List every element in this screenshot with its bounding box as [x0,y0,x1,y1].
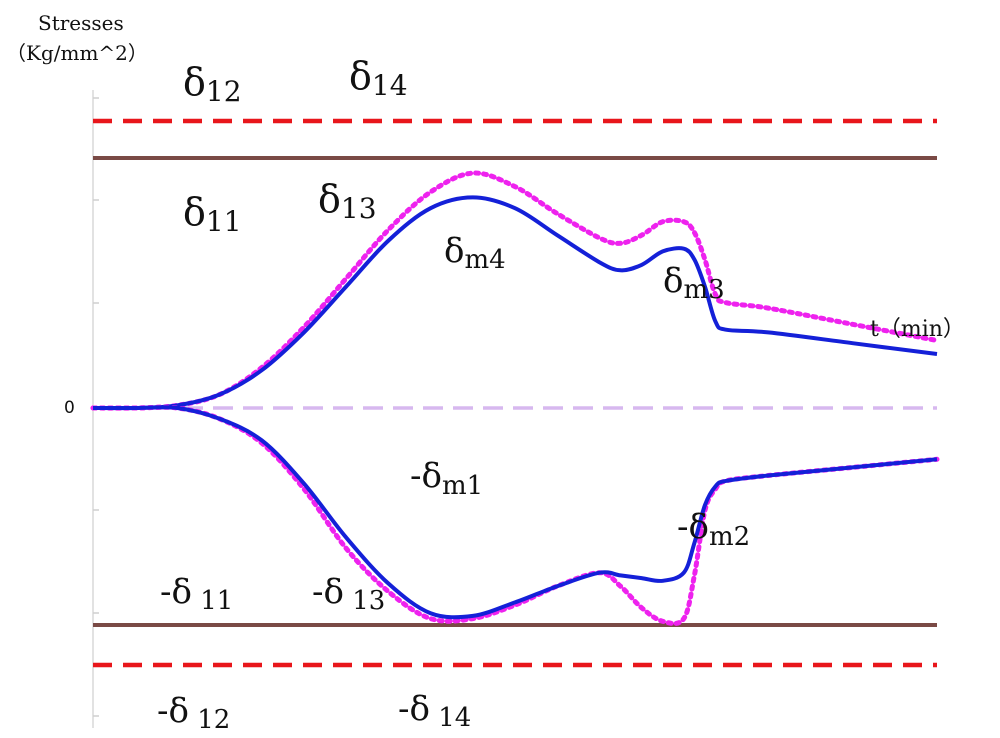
annotation-delta11: δ11 [183,190,242,238]
y-tick-label-zero: 0 [64,398,75,418]
annotation-neg-delta-m2: -δm2 [677,507,750,552]
annotation-neg-delta12: -δ 12 [157,691,230,735]
annotation-delta14: δ14 [349,54,408,102]
series-line-blue-lower [93,405,938,620]
annotation-delta12: δ12 [183,60,242,108]
series-line-magenta-upper [90,170,940,411]
annotation-neg-delta-m1: -δm1 [410,456,483,501]
y-axis-ticks [93,97,99,717]
annotation-delta-m3: δm3 [663,261,725,305]
annotation-neg-delta13: -δ 13 [312,572,385,616]
series-line-blue-upper [92,195,938,411]
annotation-neg-delta14: -δ 14 [398,689,471,733]
y-axis-label-line2: （Kg/mm^2） [6,41,148,65]
annotation-delta13: δ13 [318,177,377,225]
y-axis-label-line1: Stresses [38,11,124,35]
x-axis-label: t（min） [870,317,965,342]
annotation-neg-delta11: -δ 11 [160,572,233,616]
annotation-delta-m4: δm4 [444,231,506,275]
